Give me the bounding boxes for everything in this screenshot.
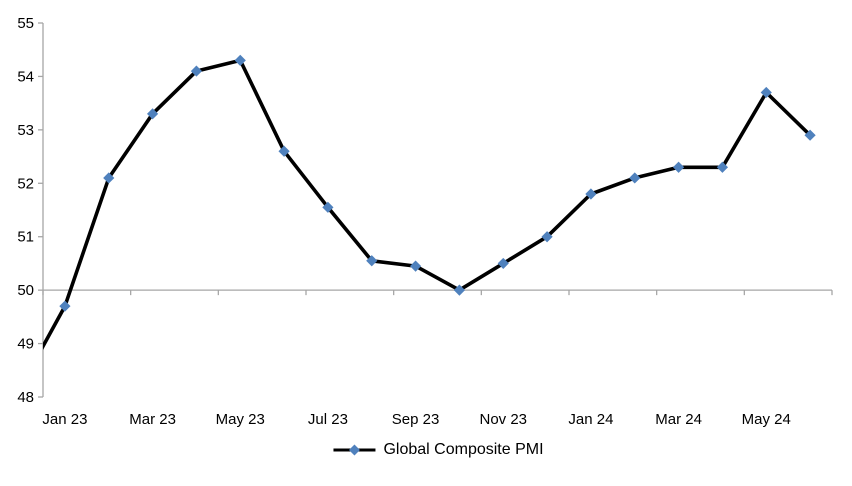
x-tick-label: May 23 [216, 411, 265, 428]
x-tick-label: Mar 23 [129, 411, 176, 428]
legend-line-marker-icon [333, 444, 376, 456]
legend-label: Global Composite PMI [383, 441, 544, 458]
data-point-marker [629, 172, 641, 184]
pmi-series-line [43, 58, 812, 351]
x-tick-label: May 24 [742, 411, 791, 428]
data-point-marker [585, 188, 597, 200]
data-point-marker [453, 284, 466, 296]
data-point-marker [409, 260, 422, 272]
x-tick-label: Jan 23 [42, 411, 87, 428]
data-point-marker [760, 86, 772, 99]
x-tick-label: Jul 23 [308, 411, 348, 428]
data-point-marker [366, 255, 378, 267]
x-tick-label: Sep 23 [392, 411, 440, 428]
data-point-marker [322, 201, 334, 213]
data-point-marker [190, 65, 203, 77]
y-tick-label: 54 [17, 68, 34, 85]
y-tick-label: 55 [17, 15, 34, 32]
x-tick-label: Jan 24 [568, 411, 613, 428]
data-point-marker [278, 145, 290, 157]
y-tick-label: 51 [17, 229, 34, 246]
y-tick-label: 52 [17, 175, 34, 192]
y-tick-label: 53 [17, 122, 34, 139]
legend: Global Composite PMI [332, 440, 544, 460]
y-tick-label: 50 [17, 282, 34, 299]
data-point-marker [103, 172, 115, 184]
data-point-marker [234, 54, 246, 66]
data-point-marker [804, 129, 816, 141]
x-tick-label: Nov 23 [479, 411, 527, 428]
data-point-marker [59, 300, 71, 312]
data-point-marker [146, 108, 159, 120]
y-tick-label: 48 [17, 389, 34, 406]
y-tick-label: 49 [17, 336, 34, 353]
data-point-marker [716, 161, 729, 173]
x-tick-label: Mar 24 [655, 411, 702, 428]
data-point-marker [541, 231, 553, 243]
data-point-marker [497, 257, 509, 270]
data-point-marker [672, 161, 685, 173]
